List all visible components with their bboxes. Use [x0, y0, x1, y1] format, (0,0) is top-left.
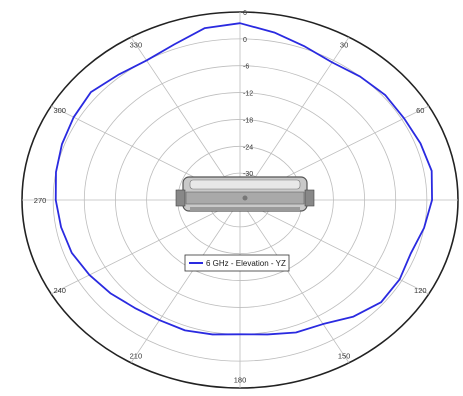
radial-tick-label: 0	[243, 37, 247, 44]
grid-spoke	[130, 206, 236, 364]
series-layer	[54, 22, 433, 336]
angle-tick-label: 300	[53, 106, 66, 115]
grid-spoke	[244, 206, 350, 364]
angle-tick-label: 240	[53, 286, 66, 295]
radial-tick-label: 6	[243, 10, 247, 17]
legend: 6 GHz - Elevation - YZ	[184, 254, 290, 272]
radial-tick-label: -12	[243, 91, 253, 98]
radial-tick-label: -30	[243, 171, 253, 178]
antenna-device-image	[175, 176, 315, 212]
radial-tick-label: -6	[243, 64, 249, 71]
radial-tick-label: -18	[243, 117, 253, 124]
angle-tick-label: 180	[234, 376, 247, 385]
angle-tick-label: 210	[130, 351, 143, 360]
grid-spoke	[244, 36, 350, 194]
angle-tick-label: 330	[130, 41, 143, 50]
grid-spoke	[51, 203, 233, 295]
angle-tick-label: 60	[416, 106, 424, 115]
angle-tick-label: 150	[338, 351, 351, 360]
angle-tick-label: 120	[414, 286, 427, 295]
grid-spoke	[130, 36, 236, 194]
series-line	[54, 22, 433, 336]
angle-tick-label: 270	[34, 196, 47, 205]
grid-spoke	[247, 203, 429, 295]
angular-tick-labels: 30 60 120 150 180 210 240 270 300 330	[34, 41, 427, 385]
legend-label: 6 GHz - Elevation - YZ	[206, 259, 286, 268]
radial-tick-labels: -30 -24 -18 -12 -6 0 6	[243, 10, 253, 178]
legend-box	[184, 254, 290, 272]
radial-tick-label: -24	[243, 144, 253, 151]
angle-tick-label: 30	[340, 41, 348, 50]
